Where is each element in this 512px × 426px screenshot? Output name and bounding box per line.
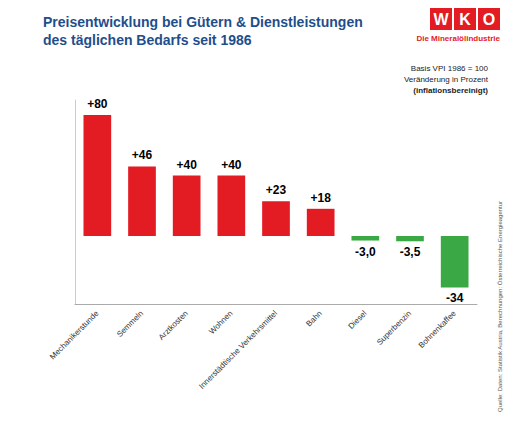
svg-text:+46: +46 <box>132 148 153 162</box>
svg-text:Bohnenkaffee: Bohnenkaffee <box>417 308 459 350</box>
svg-text:+40: +40 <box>221 158 242 172</box>
svg-text:Basis VPI 1986 = 100: Basis VPI 1986 = 100 <box>411 64 489 73</box>
svg-text:Innerstädtische Verkehrsmittel: Innerstädtische Verkehrsmittel <box>197 309 279 391</box>
svg-text:des täglichen Bedarfs seit 198: des täglichen Bedarfs seit 1986 <box>43 32 252 48</box>
svg-text:Diesel: Diesel <box>346 309 368 331</box>
svg-text:O: O <box>483 11 495 28</box>
svg-text:Veränderung in Prozent: Veränderung in Prozent <box>404 75 489 84</box>
svg-text:-34: -34 <box>446 291 464 305</box>
svg-text:+80: +80 <box>87 97 108 111</box>
svg-text:Arztkosten: Arztkosten <box>157 309 190 342</box>
svg-text:+18: +18 <box>310 191 331 205</box>
svg-text:Bahn: Bahn <box>304 309 324 329</box>
svg-text:-3,0: -3,0 <box>355 245 376 259</box>
svg-text:W: W <box>433 11 449 28</box>
svg-text:(inflationsbereinigt): (inflationsbereinigt) <box>413 86 488 95</box>
svg-text:Mechanikerstunde: Mechanikerstunde <box>48 308 101 361</box>
svg-text:Superbenzin: Superbenzin <box>375 309 413 347</box>
svg-text:Quelle: Daten: Statistik Austr: Quelle: Daten: Statistik Austria, Berech… <box>497 201 503 412</box>
svg-text:Semmeln: Semmeln <box>115 309 145 339</box>
svg-text:-3,5: -3,5 <box>400 245 421 259</box>
svg-text:K: K <box>459 11 471 28</box>
svg-text:Die Mineralölindustrie: Die Mineralölindustrie <box>416 34 500 43</box>
svg-text:+23: +23 <box>266 183 287 197</box>
svg-text:+40: +40 <box>176 158 197 172</box>
svg-text:Wohnen: Wohnen <box>207 309 234 336</box>
svg-text:Preisentwicklung bei Gütern &: Preisentwicklung bei Gütern & Dienstleis… <box>43 14 367 30</box>
